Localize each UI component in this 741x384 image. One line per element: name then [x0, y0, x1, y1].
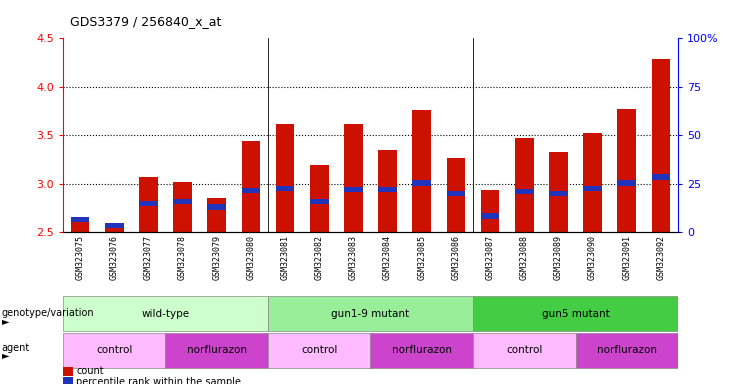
Bar — [481, 213, 499, 218]
Bar — [165, 333, 268, 368]
Bar — [344, 124, 363, 232]
Bar — [515, 138, 534, 232]
Bar — [104, 225, 124, 232]
Bar — [617, 109, 637, 232]
Bar — [549, 152, 568, 232]
Text: gun1-9 mutant: gun1-9 mutant — [331, 309, 410, 319]
Text: count: count — [76, 366, 104, 376]
Text: agent: agent — [1, 343, 30, 353]
Bar — [549, 191, 568, 196]
Text: control: control — [301, 345, 337, 356]
Text: norflurazon: norflurazon — [187, 345, 247, 356]
Bar — [104, 223, 124, 228]
Bar — [268, 333, 370, 368]
Bar — [207, 199, 226, 232]
Bar — [242, 141, 260, 232]
Bar — [63, 296, 268, 331]
Text: norflurazon: norflurazon — [597, 345, 657, 356]
Text: ►: ► — [1, 350, 9, 360]
Bar — [139, 177, 158, 232]
Bar — [447, 158, 465, 232]
Text: percentile rank within the sample: percentile rank within the sample — [76, 377, 242, 384]
Text: ►: ► — [1, 316, 9, 326]
Bar — [583, 133, 602, 232]
Text: norflurazon: norflurazon — [392, 345, 452, 356]
Bar — [651, 174, 671, 180]
Bar — [583, 186, 602, 191]
Bar — [63, 333, 165, 368]
Bar — [412, 110, 431, 232]
Bar — [370, 333, 473, 368]
Text: control: control — [96, 345, 133, 356]
Bar — [576, 333, 678, 368]
Bar — [207, 204, 226, 210]
Bar — [276, 124, 294, 232]
Bar — [481, 190, 499, 232]
Bar — [344, 187, 363, 192]
Bar — [268, 296, 473, 331]
Text: wild-type: wild-type — [142, 309, 190, 319]
Bar — [515, 189, 534, 194]
Text: genotype/variation: genotype/variation — [1, 308, 94, 318]
Bar — [378, 187, 397, 192]
Bar — [173, 182, 192, 232]
Bar — [617, 180, 637, 185]
Bar — [276, 186, 294, 191]
Bar — [70, 220, 90, 232]
Bar — [412, 180, 431, 185]
Bar — [651, 59, 671, 232]
Bar — [70, 217, 90, 222]
Bar — [173, 199, 192, 204]
Bar — [310, 199, 329, 204]
Bar — [447, 191, 465, 196]
Bar — [473, 333, 576, 368]
Bar — [139, 200, 158, 206]
Text: GDS3379 / 256840_x_at: GDS3379 / 256840_x_at — [70, 15, 222, 28]
Bar — [473, 296, 678, 331]
Bar — [310, 166, 329, 232]
Bar — [378, 150, 397, 232]
Bar — [242, 188, 260, 193]
Text: control: control — [506, 345, 542, 356]
Text: gun5 mutant: gun5 mutant — [542, 309, 609, 319]
